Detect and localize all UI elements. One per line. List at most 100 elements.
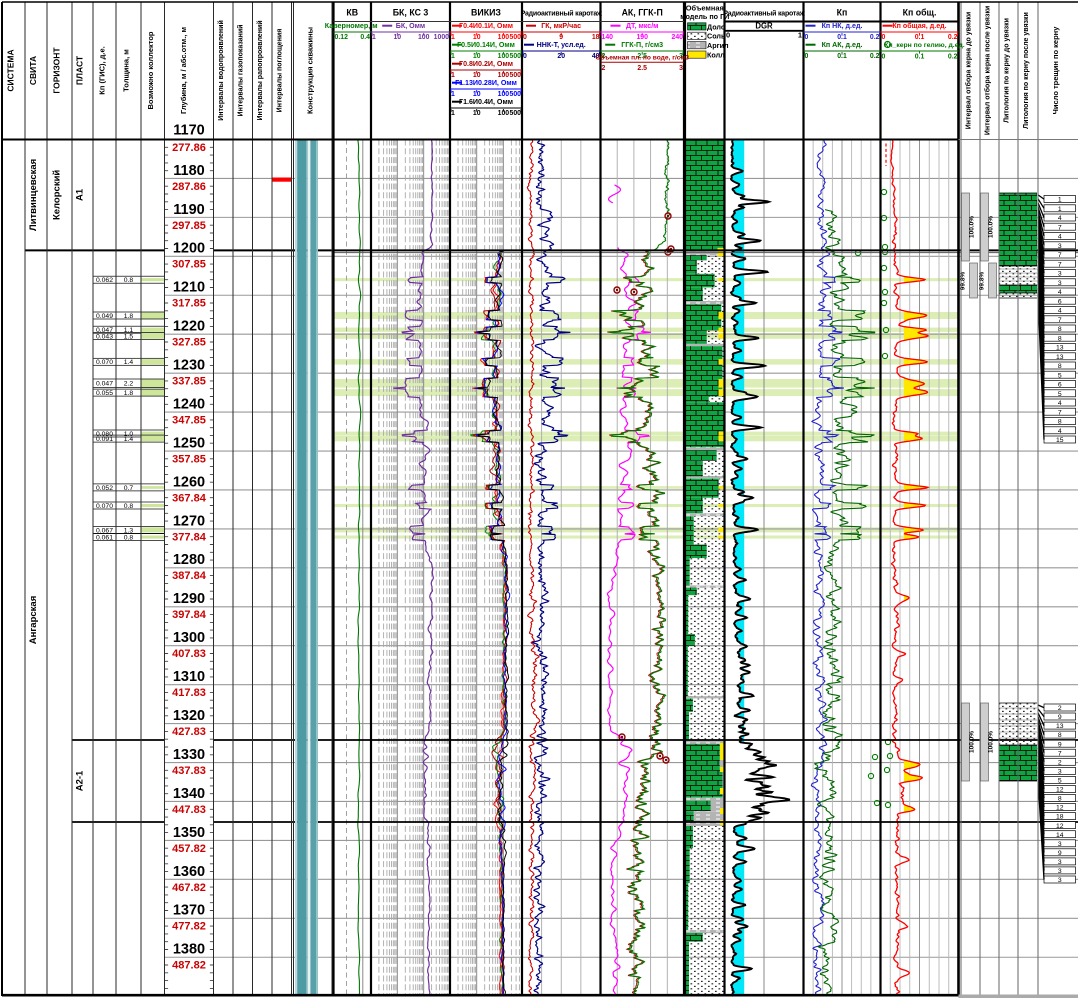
svg-text:14: 14 (1056, 832, 1064, 839)
svg-text:1380: 1380 (173, 942, 205, 958)
svg-text:3: 3 (679, 65, 683, 72)
svg-text:Г0.4И0.1И, Омм: Г0.4И0.1И, Омм (459, 22, 513, 30)
svg-text:13: 13 (1056, 354, 1064, 361)
svg-text:377.84: 377.84 (172, 531, 207, 543)
svg-text:4: 4 (1058, 428, 1062, 435)
svg-text:1: 1 (1058, 206, 1062, 213)
svg-text:СВИТА: СВИТА (28, 56, 38, 85)
svg-text:Келорский: Келорский (52, 170, 63, 220)
svg-text:Кп: Кп (837, 8, 848, 18)
svg-text:Глубина, м / абс.отм., м: Глубина, м / абс.отм., м (179, 27, 188, 114)
svg-text:1280: 1280 (173, 552, 205, 568)
svg-text:317.85: 317.85 (172, 298, 206, 310)
svg-text:500: 500 (510, 34, 522, 41)
svg-text:0: 0 (805, 34, 809, 41)
svg-text:0: 0 (882, 34, 886, 41)
svg-text:467.82: 467.82 (172, 882, 206, 894)
svg-text:2.5: 2.5 (637, 65, 647, 72)
svg-text:0.2: 0.2 (948, 34, 958, 41)
svg-text:13: 13 (1056, 345, 1064, 352)
svg-text:0: 0 (882, 53, 886, 60)
svg-text:3: 3 (1058, 859, 1062, 866)
svg-text:7: 7 (1058, 317, 1062, 324)
svg-text:Интервал отбора керна до увязк: Интервал отбора керна до увязки (965, 12, 973, 129)
svg-text:12: 12 (1056, 823, 1064, 830)
svg-text:Интервалы рапопроявлений: Интервалы рапопроявлений (256, 20, 264, 120)
svg-text:ГОРИЗОНТ: ГОРИЗОНТ (52, 47, 62, 94)
svg-text:437.83: 437.83 (172, 765, 206, 777)
svg-text:477.82: 477.82 (172, 921, 206, 933)
svg-text:БК, Омм: БК, Омм (396, 22, 425, 30)
svg-text:1: 1 (451, 72, 455, 79)
svg-text:1000: 1000 (434, 34, 449, 41)
svg-text:417.83: 417.83 (172, 687, 206, 699)
svg-text:1220: 1220 (173, 319, 205, 335)
svg-text:0.047: 0.047 (96, 381, 113, 388)
svg-text:367.84: 367.84 (172, 492, 207, 504)
svg-text:1250: 1250 (173, 435, 205, 451)
svg-text:1: 1 (451, 53, 455, 60)
svg-text:0.2: 0.2 (870, 53, 880, 60)
svg-text:Г1.13И0.28И, Омм: Г1.13И0.28И, Омм (455, 79, 517, 87)
svg-text:0.8: 0.8 (124, 535, 134, 542)
svg-text:1270: 1270 (173, 513, 205, 529)
svg-text:0.049: 0.049 (96, 313, 113, 320)
svg-text:12: 12 (1056, 787, 1064, 794)
svg-text:6: 6 (1058, 298, 1062, 305)
svg-text:1190: 1190 (173, 202, 204, 218)
svg-text:4: 4 (1058, 400, 1062, 407)
svg-text:КВ: КВ (346, 8, 358, 18)
svg-text:500: 500 (510, 110, 522, 117)
svg-text:4: 4 (1058, 215, 1062, 222)
svg-text:модель по ГИ: модель по ГИ (680, 12, 729, 21)
svg-text:1: 1 (451, 110, 455, 117)
svg-text:7: 7 (1058, 224, 1062, 231)
svg-text:1340: 1340 (173, 786, 205, 802)
svg-text:А1: А1 (75, 188, 86, 201)
svg-text:0.055: 0.055 (96, 390, 113, 397)
svg-text:15: 15 (1056, 437, 1064, 444)
svg-text:1300: 1300 (173, 630, 205, 646)
svg-text:3: 3 (1058, 868, 1062, 875)
svg-text:140: 140 (602, 34, 614, 41)
svg-text:0: 0 (805, 53, 809, 60)
svg-text:Кп АК, д.ед.: Кп АК, д.ед. (822, 41, 863, 49)
svg-text:337.85: 337.85 (172, 376, 206, 388)
svg-text:Доло: Доло (707, 22, 726, 31)
svg-text:Кп общ.: Кп общ. (903, 8, 937, 18)
svg-text:Интервалы газопоказаний: Интервалы газопоказаний (237, 25, 245, 117)
svg-text:100.0%: 100.0% (969, 216, 976, 238)
svg-text:2: 2 (1058, 759, 1062, 766)
svg-text:1360: 1360 (173, 864, 205, 880)
svg-text:DGR: DGR (755, 22, 773, 31)
svg-text:0.070: 0.070 (96, 503, 113, 510)
svg-text:307.85: 307.85 (172, 259, 206, 271)
svg-text:Интервал отбора керна после ув: Интервал отбора керна после увязки (984, 6, 992, 135)
svg-text:0.1: 0.1 (915, 53, 925, 60)
svg-text:0.4: 0.4 (360, 34, 370, 41)
svg-text:0: 0 (523, 53, 527, 60)
svg-text:4: 4 (1058, 289, 1062, 296)
svg-text:0.8: 0.8 (124, 277, 134, 284)
svg-text:3: 3 (1058, 841, 1062, 848)
svg-text:Конструкция скважины: Конструкция скважины (306, 27, 315, 114)
svg-text:Интервалы водопроявлений: Интервалы водопроявлений (217, 20, 225, 121)
svg-text:Аргил: Аргил (707, 41, 729, 50)
svg-text:1200: 1200 (173, 241, 205, 257)
svg-text:500: 500 (510, 53, 522, 60)
svg-text:4: 4 (1058, 234, 1062, 241)
svg-text:1370: 1370 (173, 903, 205, 919)
svg-text:1320: 1320 (173, 708, 205, 724)
svg-text:0.8: 0.8 (124, 503, 134, 510)
svg-text:287.86: 287.86 (172, 181, 206, 193)
svg-text:ГГК-П, г/см3: ГГК-П, г/см3 (621, 41, 663, 49)
svg-text:1330: 1330 (173, 747, 205, 763)
svg-text:А2-1: А2-1 (75, 770, 86, 791)
svg-text:1310: 1310 (173, 669, 205, 685)
svg-text:1230: 1230 (173, 358, 205, 374)
svg-text:8: 8 (1058, 335, 1062, 342)
svg-text:1240: 1240 (173, 397, 205, 413)
svg-text:1210: 1210 (173, 280, 205, 296)
svg-text:457.82: 457.82 (172, 843, 206, 855)
svg-text:297.85: 297.85 (172, 220, 206, 232)
